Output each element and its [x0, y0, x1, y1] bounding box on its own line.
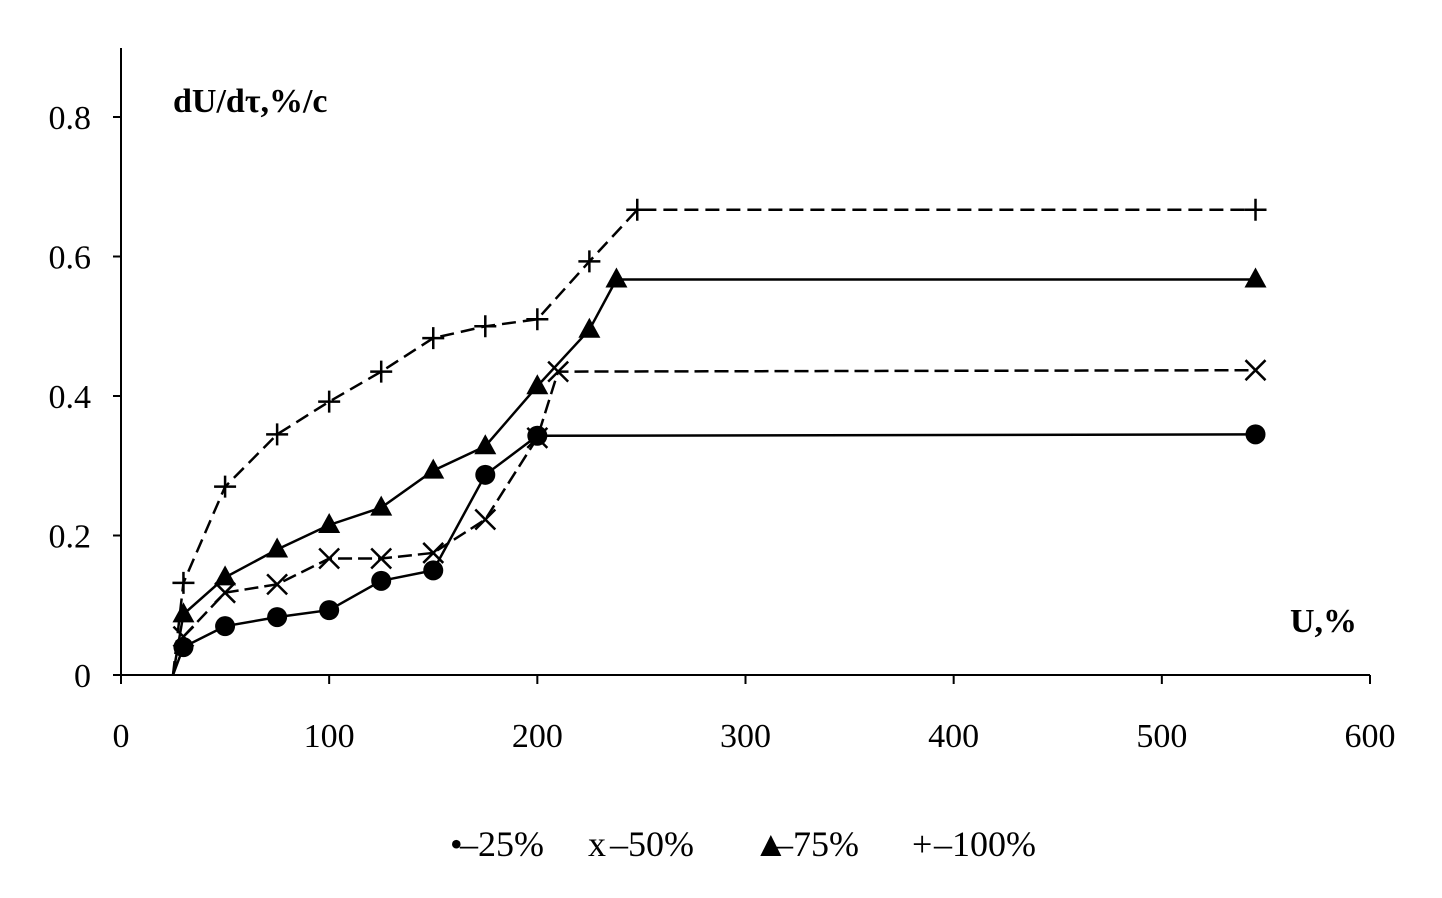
data-point-circle — [1245, 424, 1266, 445]
data-point-circle — [215, 616, 236, 637]
data-point-circle — [527, 425, 548, 446]
legend-symbol: ▲ — [753, 824, 789, 864]
series-2 — [171, 359, 1267, 676]
series-layer — [171, 198, 1267, 676]
data-point-plus — [1244, 198, 1267, 221]
x-tick-label: 600 — [1345, 718, 1396, 755]
y-tick-label: 0.8 — [49, 100, 92, 137]
data-point-triangle — [370, 495, 393, 516]
x-tick-label: 100 — [304, 718, 355, 755]
axes: 0 0.2 0.4 0.6 0.8 0 100 200 300 400 500 600 — [49, 48, 1396, 755]
data-point-triangle — [172, 602, 195, 623]
data-point-plus — [266, 423, 289, 446]
data-point-circle — [423, 560, 444, 581]
data-point-plus — [172, 571, 195, 594]
series-line — [171, 433, 1256, 676]
legend-symbol: x — [588, 824, 606, 864]
data-point-triangle — [214, 565, 237, 586]
data-point-triangle — [422, 458, 445, 479]
legend-label: –25% — [459, 824, 544, 864]
data-point-plus — [578, 250, 601, 273]
y-tick-label: 0 — [74, 658, 91, 695]
x-tick-label: 300 — [720, 718, 771, 755]
legend-label: –50% — [609, 824, 694, 864]
data-point-x — [547, 360, 570, 383]
data-point-triangle — [474, 434, 497, 455]
data-point-x — [422, 542, 445, 564]
y-axis-label: dU/dτ,%/c — [173, 83, 328, 120]
data-point-x — [318, 547, 341, 570]
x-tick-label: 400 — [928, 718, 979, 755]
x-axis-label: U,% — [1290, 603, 1357, 640]
data-point-x — [474, 508, 497, 531]
data-point-triangle — [1244, 267, 1267, 288]
x-tick-label: 500 — [1136, 718, 1187, 755]
data-point-triangle — [605, 267, 628, 288]
x-tick-label: 0 — [113, 718, 130, 755]
data-point-plus — [214, 475, 237, 498]
data-point-plus — [370, 360, 393, 383]
x-tick-label: 200 — [512, 718, 563, 755]
series-1 — [171, 424, 1266, 676]
data-point-circle — [475, 464, 496, 485]
data-point-triangle — [318, 513, 341, 534]
data-point-circle — [319, 600, 340, 621]
data-point-circle — [267, 607, 288, 628]
data-point-plus — [526, 308, 549, 331]
y-tick-label: 0.6 — [49, 240, 92, 277]
data-point-plus — [318, 390, 341, 413]
data-point-plus — [626, 198, 649, 221]
data-point-x — [1244, 359, 1267, 382]
data-point-x — [266, 573, 289, 596]
data-point-triangle — [578, 317, 601, 338]
data-point-x — [526, 426, 549, 449]
data-point-circle — [371, 570, 392, 591]
series-3 — [171, 267, 1267, 676]
legend-label: –75% — [774, 824, 859, 864]
y-tick-label: 0.4 — [49, 379, 92, 416]
y-tick-label: 0.2 — [49, 519, 92, 556]
series-4 — [171, 198, 1267, 676]
data-point-triangle — [526, 374, 549, 395]
data-point-triangle — [266, 537, 289, 558]
data-point-x — [214, 581, 236, 604]
legend: •–25% x –50% ▲–75% + –100% — [450, 824, 1036, 864]
data-point-x — [370, 547, 393, 570]
legend-symbol: • — [450, 824, 463, 864]
data-point-plus — [474, 315, 497, 338]
data-point-plus — [422, 327, 445, 350]
legend-symbol: + — [912, 824, 932, 864]
series-line — [171, 208, 1256, 676]
legend-label: –100% — [933, 824, 1036, 864]
